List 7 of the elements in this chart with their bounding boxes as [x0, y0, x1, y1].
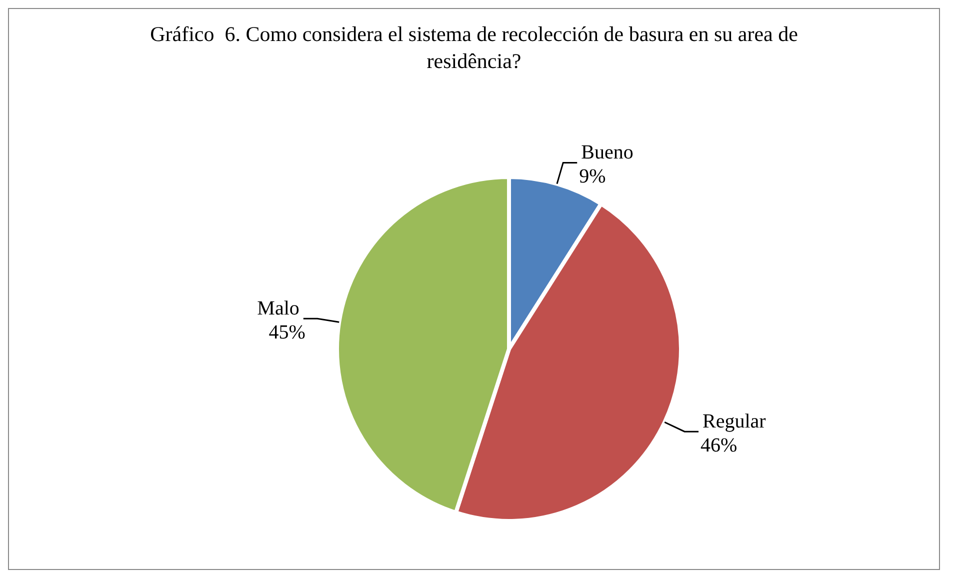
slice-label: Regular: [702, 410, 766, 433]
chart-title: Gráfico 6. Como considera el sistema de recolección de basura en su area de residência?: [149, 21, 799, 75]
slice-label: Bueno: [581, 142, 634, 164]
data-label: 9%: [579, 166, 606, 188]
slice-label: Malo: [257, 298, 300, 320]
data-label: 46%: [700, 434, 738, 457]
data-label: 45%: [268, 322, 306, 344]
